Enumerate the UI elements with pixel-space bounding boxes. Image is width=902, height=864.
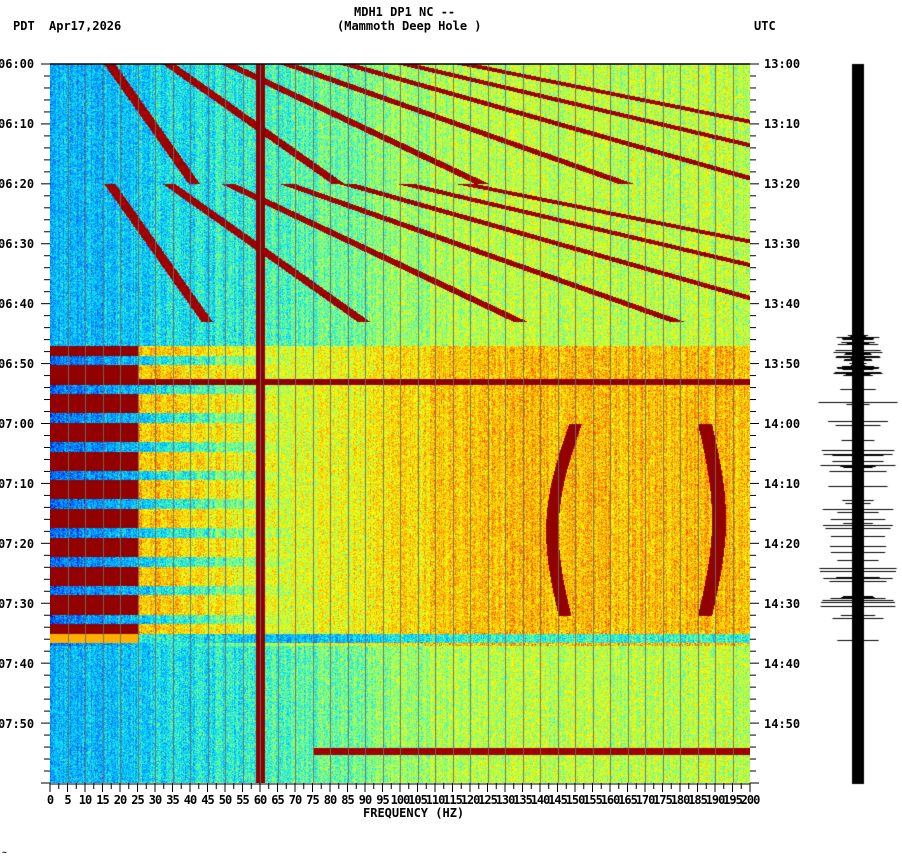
y-tick-right: 13:50 (764, 357, 801, 371)
x-tick: 25 (131, 793, 144, 807)
x-tick: 0 (46, 793, 54, 807)
seismogram-trace (800, 60, 902, 790)
y-tick-left: 07:00 (0, 417, 35, 431)
y-tick-left: 07:40 (0, 657, 35, 671)
x-tick: 180 (670, 793, 691, 807)
x-tick: 95 (376, 793, 389, 807)
y-tick-right: 13:20 (764, 177, 801, 191)
y-tick-right: 13:40 (764, 297, 801, 311)
x-tick: 115 (443, 793, 463, 807)
y-tick-left: 06:50 (0, 357, 35, 371)
x-tick: 150 (565, 793, 586, 807)
x-tick: 80 (323, 793, 337, 807)
left-timezone-label: PDT (13, 19, 35, 33)
station-subtitle: (Mammoth Deep Hole ) (337, 19, 482, 33)
y-tick-left: 06:30 (0, 237, 35, 251)
x-tick: 190 (705, 793, 726, 807)
y-tick-left: 07:20 (0, 537, 35, 551)
y-tick-left: 06:10 (0, 117, 35, 131)
x-axis-label: FREQUENCY (HZ) (363, 806, 465, 820)
y-tick-right: 14:30 (764, 597, 801, 611)
x-tick: 120 (460, 793, 481, 807)
x-tick: 55 (236, 793, 249, 807)
x-tick: 50 (218, 793, 232, 807)
y-tick-left: 07:50 (0, 717, 35, 731)
y-tick-right: 14:40 (764, 657, 801, 671)
x-tick: 160 (600, 793, 621, 807)
y-tick-right: 13:10 (764, 117, 801, 131)
y-tick-right: 14:20 (764, 537, 801, 551)
y-tick-right: 13:00 (764, 57, 801, 71)
y-tick-right: 14:00 (764, 417, 801, 431)
x-tick: 200 (740, 793, 761, 807)
x-tick: 85 (341, 793, 354, 807)
x-tick: 130 (495, 793, 516, 807)
spectrogram-heatmap (50, 64, 750, 783)
y-tick-right: 14:50 (764, 717, 801, 731)
station-title: MDH1 DP1 NC -- (354, 5, 456, 19)
x-tick: 100 (390, 793, 411, 807)
y-tick-left: 07:30 (0, 597, 35, 611)
x-tick: 185 (688, 793, 708, 807)
y-tick-right: 13:30 (764, 237, 801, 251)
x-tick: 5 (64, 793, 71, 807)
x-tick: 10 (78, 793, 92, 807)
x-tick: 135 (513, 793, 533, 807)
x-tick: 15 (96, 793, 109, 807)
y-tick-left: 06:00 (0, 57, 35, 71)
x-tick: 90 (358, 793, 372, 807)
x-tick: 165 (618, 793, 638, 807)
x-tick: 105 (408, 793, 428, 807)
x-tick: 60 (253, 793, 267, 807)
footer-mark: ~ (2, 848, 7, 857)
x-tick: 175 (653, 793, 673, 807)
y-tick-left: 06:40 (0, 297, 35, 311)
x-tick: 75 (306, 793, 319, 807)
x-tick: 145 (548, 793, 568, 807)
x-tick: 110 (425, 793, 446, 807)
x-tick: 170 (635, 793, 656, 807)
y-tick-left: 06:20 (0, 177, 35, 191)
x-tick: 45 (201, 793, 214, 807)
y-tick-right: 14:10 (764, 477, 801, 491)
x-tick: 65 (271, 793, 284, 807)
date-label: Apr17,2026 (49, 19, 122, 33)
x-tick: 20 (113, 793, 127, 807)
y-tick-left: 07:10 (0, 477, 35, 491)
x-tick: 140 (530, 793, 551, 807)
right-timezone-label: UTC (754, 19, 776, 33)
x-tick: 155 (583, 793, 603, 807)
x-tick: 125 (478, 793, 498, 807)
x-tick: 35 (166, 793, 179, 807)
x-tick: 30 (148, 793, 162, 807)
x-tick: 70 (288, 793, 302, 807)
x-tick: 40 (183, 793, 197, 807)
x-tick: 195 (723, 793, 743, 807)
